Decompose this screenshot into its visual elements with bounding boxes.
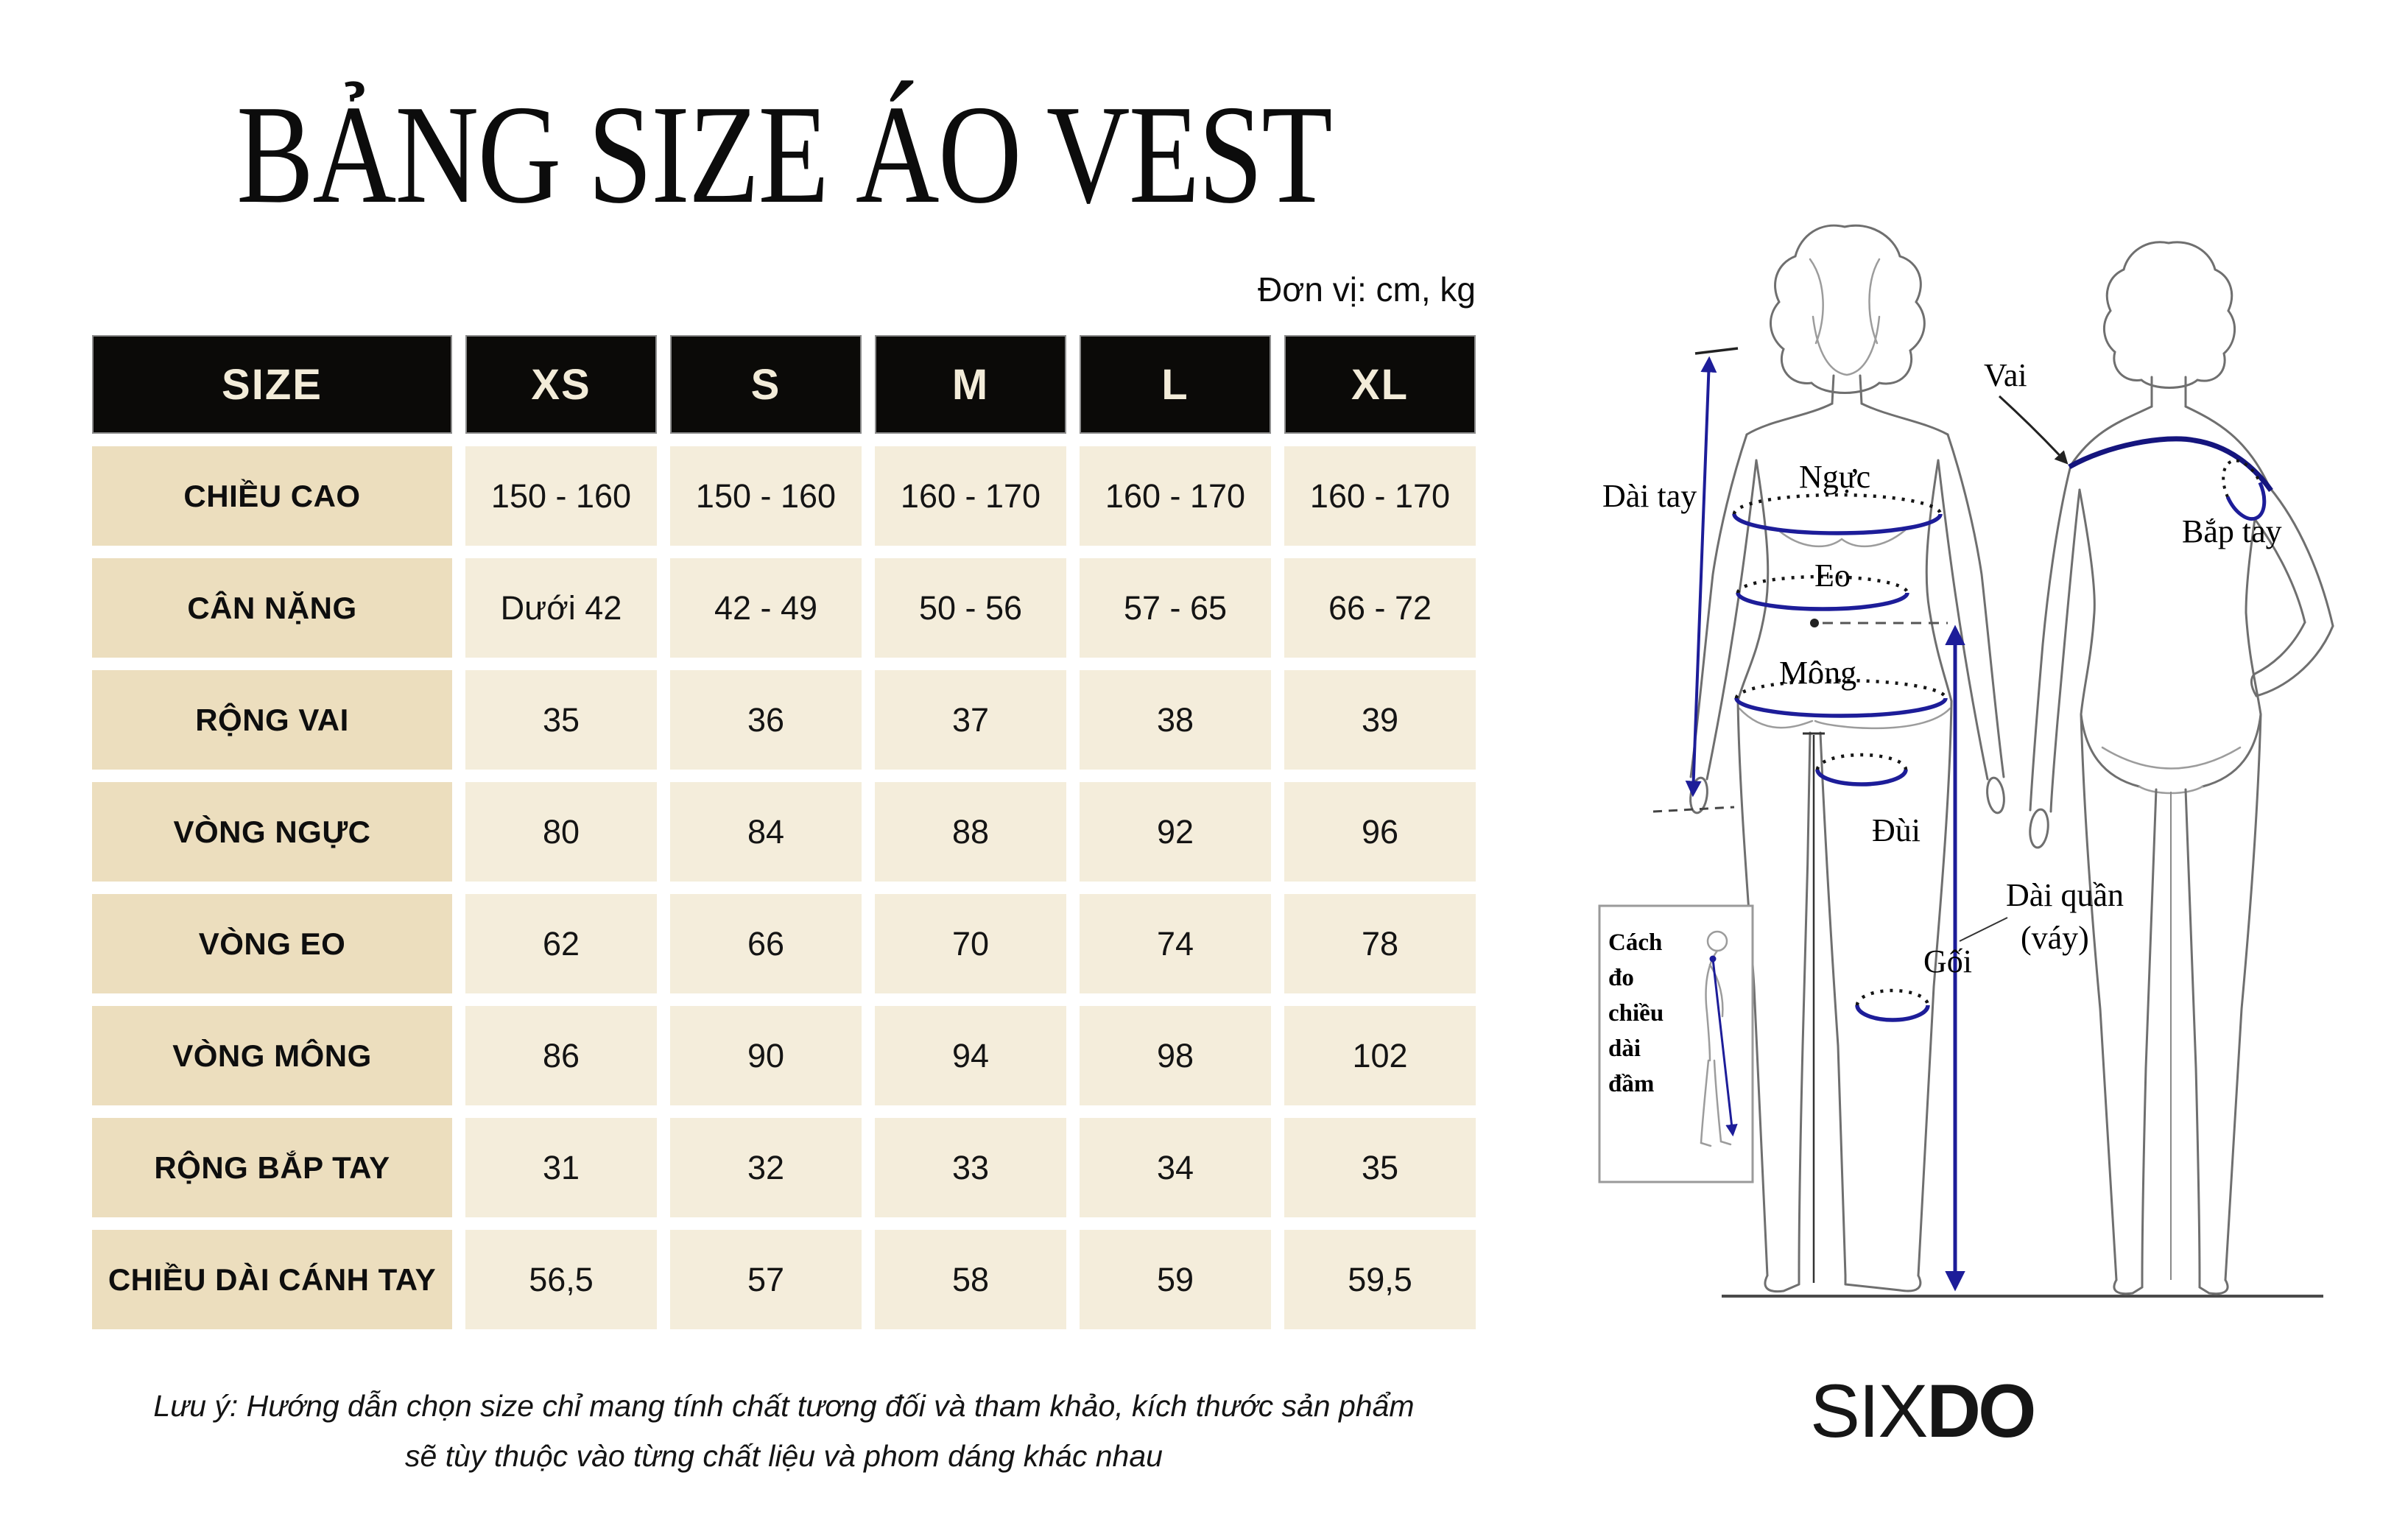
cell-rong-bap-tay-m: 33 <box>875 1118 1066 1217</box>
logo-text-bold: DO <box>1926 1369 2036 1453</box>
cell-vong-nguc-m: 88 <box>875 782 1066 882</box>
row-label-chieu-cao: CHIỀU CAO <box>92 446 452 546</box>
inset-label-line3: chiều <box>1608 1000 1664 1027</box>
row-label-rong-vai: RỘNG VAI <box>92 670 452 770</box>
cell-vong-nguc-s: 84 <box>670 782 862 882</box>
label-chest: Ngực <box>1799 459 1870 495</box>
shoulder-pointer-arrow <box>1998 395 2069 465</box>
label-upper-arm: Bắp tay <box>2182 513 2282 549</box>
label-sleeve-length: Dài tay <box>1602 478 1697 514</box>
cell-rong-bap-tay-s: 32 <box>670 1118 862 1217</box>
label-shoulder: Vai <box>1984 357 2027 393</box>
header-cell-size: SIZE <box>92 335 452 434</box>
shoulder-measure-line <box>2068 436 2273 493</box>
label-hip: Mông <box>1779 655 1856 691</box>
cell-vong-nguc-xs: 80 <box>465 782 657 882</box>
inset-label-line1: Cách <box>1608 929 1662 956</box>
cell-vong-nguc-xl: 96 <box>1284 782 1476 882</box>
cell-chieu-cao-l: 160 - 170 <box>1080 446 1271 546</box>
cell-vong-eo-s: 66 <box>670 894 862 993</box>
page-title: BẢNG SIZE ÁO VEST <box>236 76 1332 233</box>
cell-can-nang-s: 42 - 49 <box>670 558 862 658</box>
cell-rong-vai-s: 36 <box>670 670 862 770</box>
cell-chieu-cao-m: 160 - 170 <box>875 446 1066 546</box>
label-thigh: Đùi <box>1872 812 1921 848</box>
cell-can-nang-m: 50 - 56 <box>875 558 1066 658</box>
inset-label-line5: đầm <box>1608 1071 1654 1097</box>
cell-rong-bap-tay-l: 34 <box>1080 1118 1271 1217</box>
cell-rong-vai-l: 38 <box>1080 670 1271 770</box>
cell-chieu-cao-xs: 150 - 160 <box>465 446 657 546</box>
cell-vong-mong-xs: 86 <box>465 1006 657 1105</box>
label-pants-length-line1: Dài quần <box>2006 877 2124 913</box>
cell-vong-nguc-l: 92 <box>1080 782 1271 882</box>
label-pants-length-line2: (váy) <box>2021 920 2089 956</box>
row-label-can-nang: CÂN NẶNG <box>92 558 452 658</box>
back-figure <box>2029 241 2334 1295</box>
cell-rong-vai-xl: 39 <box>1284 670 1476 770</box>
cell-vong-eo-m: 70 <box>875 894 1066 993</box>
cell-can-nang-xl: 66 - 72 <box>1284 558 1476 658</box>
cell-vong-mong-s: 90 <box>670 1006 862 1105</box>
dress-length-inset: Cách đo chiều dài đầm <box>1598 904 1754 1183</box>
logo-text-thin: SIX <box>1810 1369 1928 1453</box>
cell-chieu-dai-canh-tay-m: 58 <box>875 1230 1066 1329</box>
header-cell-xl: XL <box>1284 335 1476 434</box>
label-knee: Gối <box>1923 943 1972 979</box>
note-line-1: Lưu ý: Hướng dẫn chọn size chỉ mang tính… <box>153 1389 1415 1423</box>
thigh-measure-line <box>1815 753 1908 787</box>
cell-vong-mong-xl: 102 <box>1284 1006 1476 1105</box>
cell-can-nang-l: 57 - 65 <box>1080 558 1271 658</box>
cell-chieu-cao-xl: 160 - 170 <box>1284 446 1476 546</box>
header-cell-l: L <box>1080 335 1271 434</box>
hip-measure-line <box>1734 678 1948 718</box>
size-guide-note: Lưu ý: Hướng dẫn chọn size chỉ mang tính… <box>92 1382 1476 1481</box>
unit-note: Đơn vị: cm, kg <box>1258 270 1476 309</box>
front-figure <box>1689 224 2005 1293</box>
header-cell-xs: XS <box>465 335 657 434</box>
label-waist: Eo <box>1814 557 1851 594</box>
knee-measure-line <box>1855 988 1930 1022</box>
row-label-chieu-dai-canh-tay: CHIỀU DÀI CÁNH TAY <box>92 1230 452 1329</box>
note-line-2: sẽ tùy thuộc vào từng chất liệu và phom … <box>405 1438 1163 1473</box>
row-label-rong-bap-tay: RỘNG BẮP TAY <box>92 1118 452 1217</box>
cell-vong-mong-l: 98 <box>1080 1006 1271 1105</box>
chest-measure-line <box>1732 493 1943 535</box>
inset-label-line2: đo <box>1608 965 1634 991</box>
cell-chieu-dai-canh-tay-xs: 56,5 <box>465 1230 657 1329</box>
sixdo-logo: SIXDO <box>1810 1368 2036 1454</box>
cell-vong-eo-l: 74 <box>1080 894 1271 993</box>
row-label-vong-eo: VÒNG EO <box>92 894 452 993</box>
cell-chieu-dai-canh-tay-xl: 59,5 <box>1284 1230 1476 1329</box>
body-measurement-diagram: Cách đo chiều dài đầm Dài tay Ngực Eo Mô… <box>1598 224 2334 1298</box>
header-cell-m: M <box>875 335 1066 434</box>
cell-chieu-dai-canh-tay-s: 57 <box>670 1230 862 1329</box>
cell-rong-bap-tay-xl: 35 <box>1284 1118 1476 1217</box>
row-label-vong-mong: VÒNG MÔNG <box>92 1006 452 1105</box>
sleeve-length-arrow <box>1652 347 1739 813</box>
size-table: SIZE XS S M L XL CHIỀU CAO 150 - 160 150… <box>92 335 1476 1329</box>
pants-length-arrow <box>1810 619 2008 1292</box>
row-label-vong-nguc: VÒNG NGỰC <box>92 782 452 882</box>
cell-vong-eo-xs: 62 <box>465 894 657 993</box>
header-cell-s: S <box>670 335 862 434</box>
cell-can-nang-xs: Dưới 42 <box>465 558 657 658</box>
cell-rong-vai-xs: 35 <box>465 670 657 770</box>
cell-rong-vai-m: 37 <box>875 670 1066 770</box>
cell-vong-eo-xl: 78 <box>1284 894 1476 993</box>
cell-rong-bap-tay-xs: 31 <box>465 1118 657 1217</box>
upper-arm-measure-line <box>2222 459 2267 521</box>
waist-measure-line <box>1736 574 1909 611</box>
inset-label-line4: dài <box>1608 1035 1641 1062</box>
cell-chieu-cao-s: 150 - 160 <box>670 446 862 546</box>
cell-chieu-dai-canh-tay-l: 59 <box>1080 1230 1271 1329</box>
cell-vong-mong-m: 94 <box>875 1006 1066 1105</box>
